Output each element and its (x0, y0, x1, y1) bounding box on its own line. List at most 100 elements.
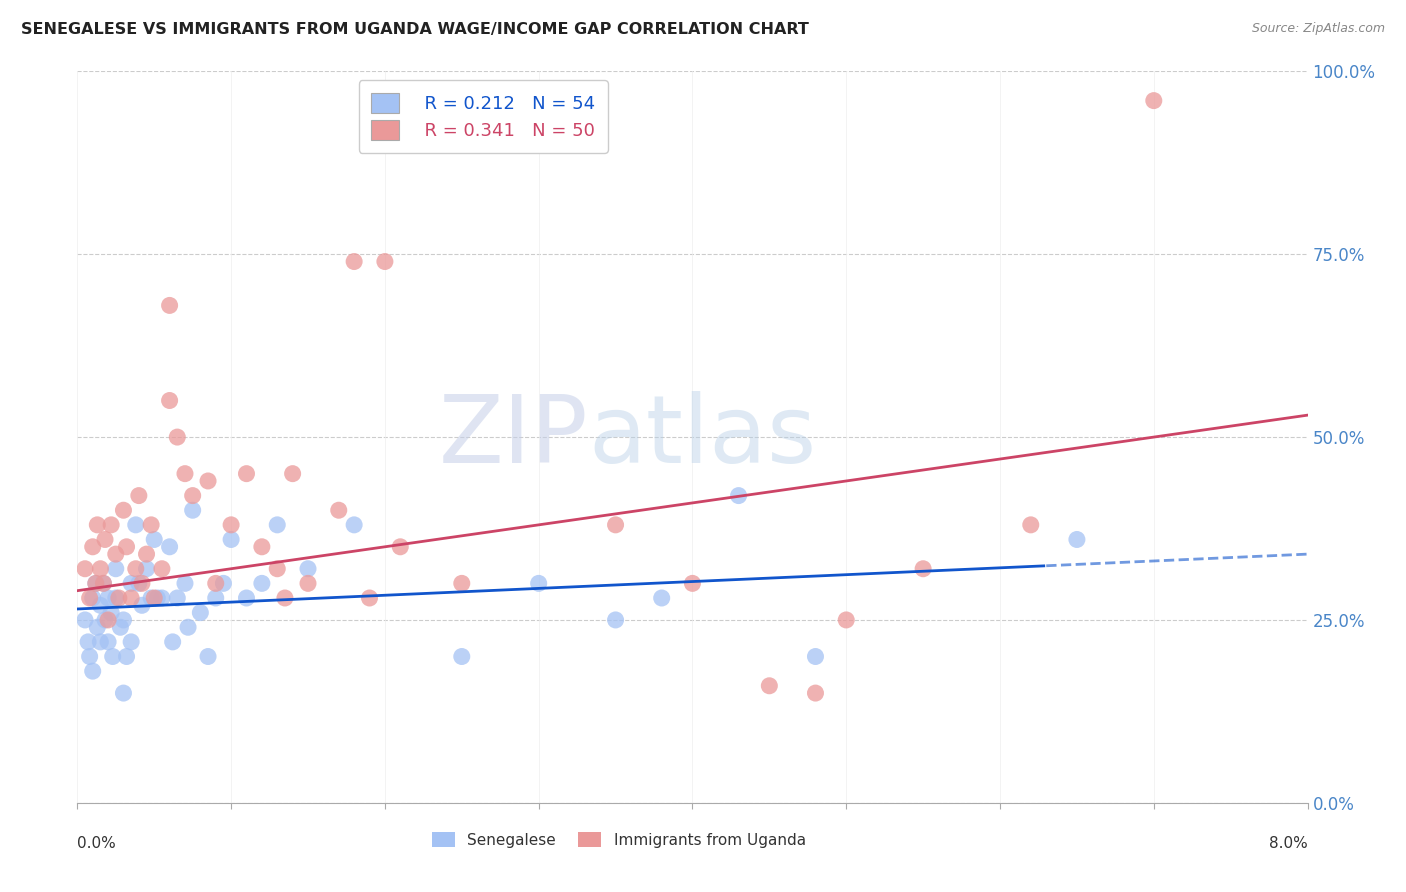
Point (128, 576, 150, 591)
Legend: Senegalese, Immigrants from Uganda: Senegalese, Immigrants from Uganda (426, 825, 811, 854)
Point (104, 562, 127, 576)
Point (281, 467, 304, 481)
Point (835, 613, 858, 627)
Point (77, 635, 100, 649)
Point (297, 562, 319, 576)
Point (266, 517, 288, 532)
Point (112, 686, 135, 700)
Point (250, 540, 273, 554)
Point (131, 576, 153, 591)
Point (389, 540, 412, 554)
Point (115, 540, 138, 554)
Point (912, 562, 935, 576)
Point (181, 489, 204, 503)
Point (359, 591, 381, 605)
Point (204, 591, 226, 605)
Point (274, 591, 297, 605)
Point (79, 649, 101, 664)
Point (219, 517, 242, 532)
Point (101, 649, 124, 664)
Point (235, 467, 257, 481)
Point (100, 517, 122, 532)
Point (450, 649, 472, 664)
Point (120, 635, 142, 649)
Point (166, 591, 188, 605)
Point (250, 576, 273, 591)
Point (82, 591, 104, 605)
Point (104, 591, 127, 605)
Point (804, 686, 827, 700)
Point (125, 562, 148, 576)
Point (84, 576, 107, 591)
Point (89, 562, 111, 576)
Point (266, 562, 288, 576)
Point (94, 533, 117, 547)
Point (197, 474, 219, 488)
Point (605, 517, 627, 532)
Point (125, 517, 148, 532)
Point (89, 599, 111, 613)
Point (73, 613, 96, 627)
Point (120, 576, 142, 591)
Point (166, 430, 188, 444)
Point (212, 576, 235, 591)
Text: atlas: atlas (588, 391, 815, 483)
Point (450, 576, 472, 591)
Point (110, 620, 132, 634)
Point (141, 591, 163, 605)
Point (141, 517, 163, 532)
Point (128, 489, 150, 503)
Point (181, 503, 204, 517)
Point (86, 517, 108, 532)
Point (1143, 94, 1166, 108)
Point (159, 298, 181, 312)
Point (86, 620, 108, 634)
Point (374, 254, 396, 268)
Point (605, 613, 627, 627)
Point (79, 591, 101, 605)
Point (97, 613, 120, 627)
Point (159, 393, 181, 408)
Point (82, 664, 104, 678)
Point (343, 517, 366, 532)
Point (219, 533, 242, 547)
Point (108, 591, 131, 605)
Text: 0.0%: 0.0% (77, 836, 117, 851)
Point (188, 606, 212, 620)
Point (174, 467, 197, 481)
Point (1066, 533, 1088, 547)
Point (143, 533, 166, 547)
Point (112, 503, 135, 517)
Point (235, 591, 257, 605)
Point (146, 591, 169, 605)
Point (343, 254, 366, 268)
Text: 8.0%: 8.0% (1268, 836, 1308, 851)
Point (82, 540, 104, 554)
Point (89, 635, 111, 649)
Point (84, 576, 107, 591)
Point (758, 679, 780, 693)
Point (727, 489, 749, 503)
Point (93, 576, 115, 591)
Text: SENEGALESE VS IMMIGRANTS FROM UGANDA WAGE/INCOME GAP CORRELATION CHART: SENEGALESE VS IMMIGRANTS FROM UGANDA WAG… (21, 22, 808, 37)
Point (297, 576, 319, 591)
Point (177, 620, 200, 634)
Point (120, 591, 142, 605)
Point (651, 591, 673, 605)
Point (73, 562, 96, 576)
Point (150, 591, 173, 605)
Point (93, 576, 115, 591)
Point (97, 591, 120, 605)
Point (100, 606, 122, 620)
Point (143, 591, 166, 605)
Point (104, 547, 127, 561)
Point (527, 576, 550, 591)
Point (94, 613, 117, 627)
Point (174, 576, 197, 591)
Point (115, 649, 138, 664)
Point (804, 649, 827, 664)
Point (162, 635, 184, 649)
Point (204, 576, 226, 591)
Point (159, 540, 181, 554)
Point (135, 562, 157, 576)
